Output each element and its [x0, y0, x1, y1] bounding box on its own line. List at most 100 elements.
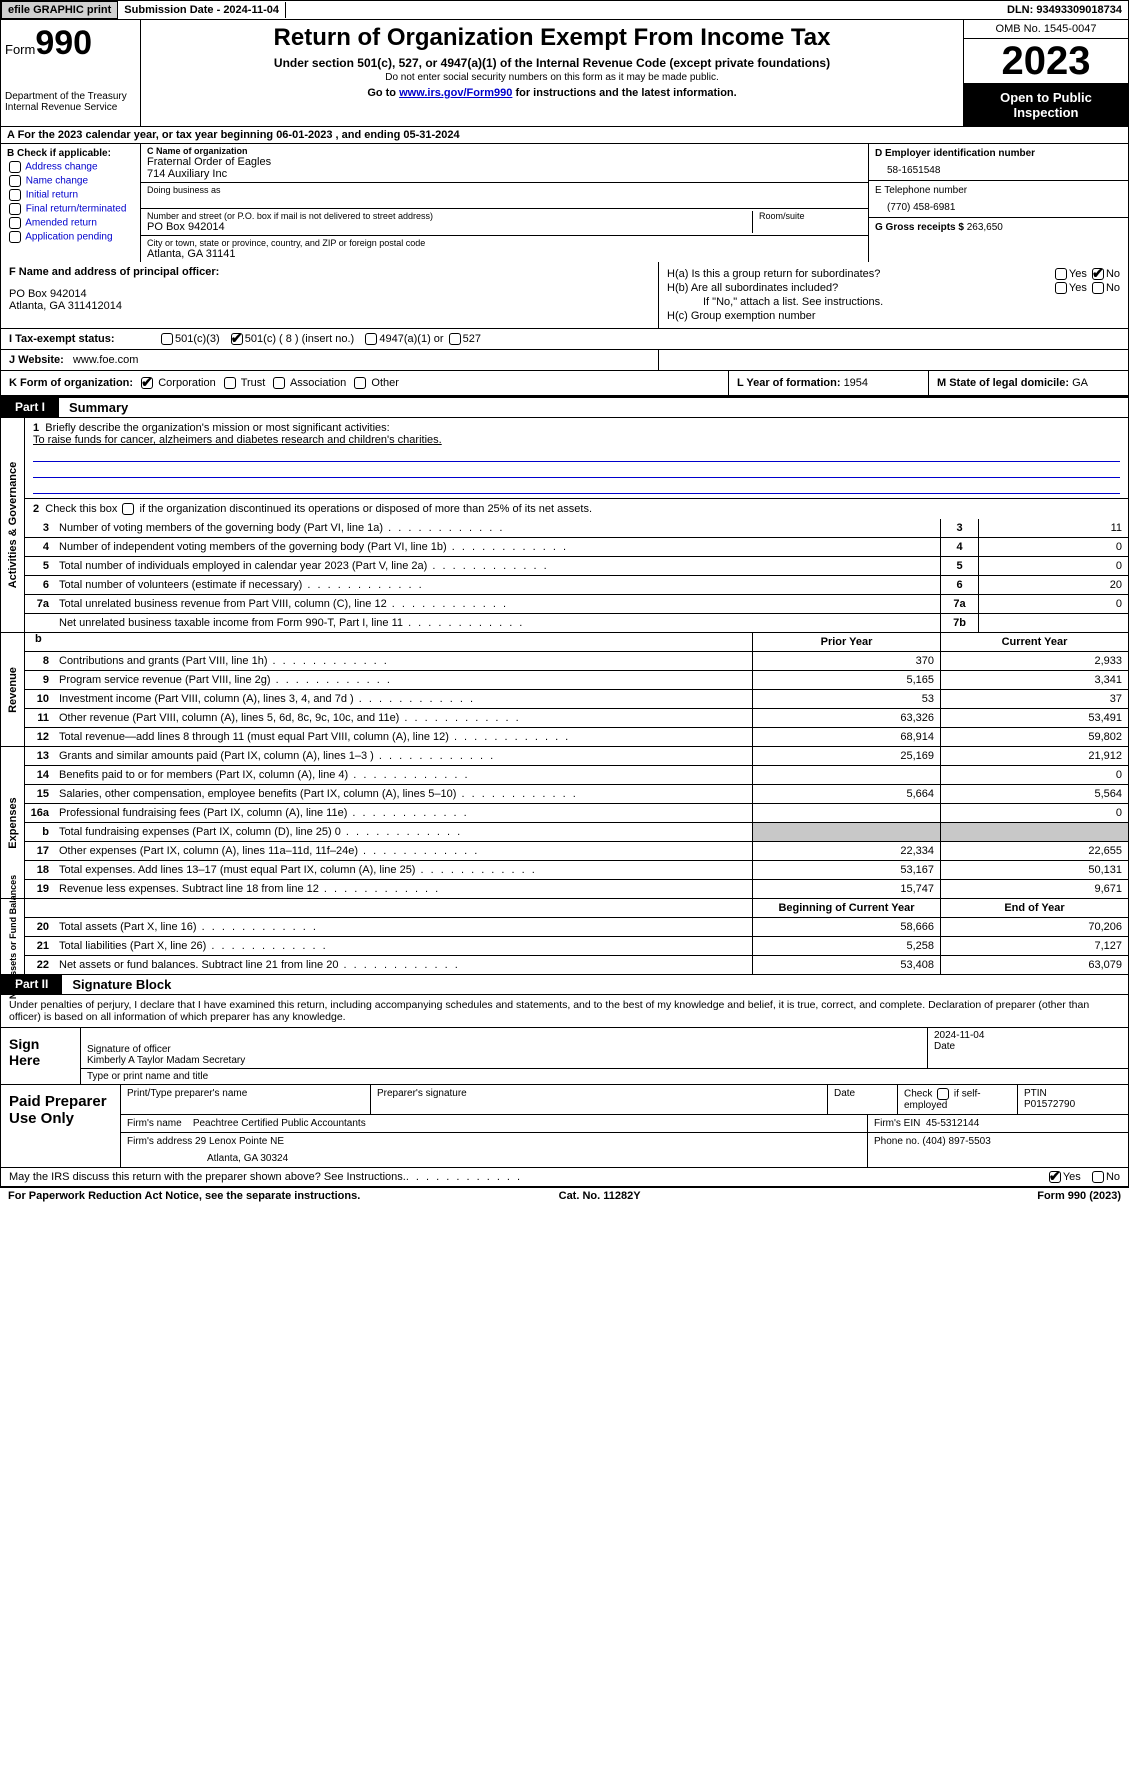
curr-val: 2,933: [940, 652, 1128, 670]
i-501c-checkbox[interactable]: [231, 333, 243, 345]
curr-val: 3,341: [940, 671, 1128, 689]
row-j: J Website: www.foe.com: [1, 350, 658, 370]
line2-checkbox[interactable]: [122, 503, 134, 515]
vside-rev-text: Revenue: [7, 667, 19, 713]
hb-note: If "No," attach a list. See instructions…: [667, 296, 1120, 308]
summary-exp: Expenses 13 Grants and similar amounts p…: [0, 747, 1129, 899]
prep-row-2: Firm's name Peachtree Certified Public A…: [121, 1115, 1128, 1133]
line-num: [25, 614, 55, 632]
i-501c3-checkbox[interactable]: [161, 333, 173, 345]
end-year-head: End of Year: [940, 899, 1128, 917]
data-row: 20 Total assets (Part X, line 16) 58,666…: [25, 918, 1128, 937]
self-employed-checkbox[interactable]: [937, 1088, 949, 1100]
cb-label-0: Address change: [25, 162, 97, 173]
line-text: Total fundraising expenses (Part IX, col…: [55, 823, 752, 841]
line-text: Total liabilities (Part X, line 26): [55, 937, 752, 955]
checkbox-address-change[interactable]: [9, 161, 21, 173]
data-row: 12 Total revenue—add lines 8 through 11 …: [25, 728, 1128, 746]
i-o3: 4947(a)(1) or: [379, 333, 443, 345]
goto-link[interactable]: www.irs.gov/Form990: [399, 87, 512, 99]
data-row: 18 Total expenses. Add lines 13–17 (must…: [25, 861, 1128, 880]
checkbox-app-pending[interactable]: [9, 231, 21, 243]
i-4947-checkbox[interactable]: [365, 333, 377, 345]
line-box: 4: [940, 538, 978, 556]
prep-h5: PTIN P01572790: [1018, 1085, 1128, 1114]
cb-label-1: Name change: [26, 176, 88, 187]
vside-ag-text: Activities & Governance: [7, 462, 19, 589]
k-trust-checkbox[interactable]: [224, 377, 236, 389]
l-val: 1954: [844, 377, 868, 389]
data-row: 22 Net assets or fund balances. Subtract…: [25, 956, 1128, 974]
vside-net-text: Net Assets or Fund Balances: [8, 875, 18, 999]
ptin-val: P01572790: [1024, 1099, 1122, 1110]
prior-val: [752, 823, 940, 841]
i-o2: 501(c) ( 8 ) (insert no.): [245, 333, 354, 345]
form-title: Return of Organization Exempt From Incom…: [149, 24, 955, 52]
col-d: D Employer identification number 58-1651…: [868, 144, 1128, 262]
hb-no-checkbox[interactable]: [1092, 282, 1104, 294]
hb-yes: Yes: [1069, 282, 1087, 294]
row-k: K Form of organization: Corporation Trus…: [1, 371, 728, 395]
line-num: 21: [25, 937, 55, 955]
k-corp-checkbox[interactable]: [141, 377, 153, 389]
checkbox-name-change[interactable]: [9, 175, 21, 187]
ha-yes: Yes: [1069, 268, 1087, 280]
line-num: 12: [25, 728, 55, 746]
f-line1: PO Box 942014: [9, 288, 650, 300]
discuss-yes-checkbox[interactable]: [1049, 1171, 1061, 1183]
k-assoc-checkbox[interactable]: [273, 377, 285, 389]
declaration: Under penalties of perjury, I declare th…: [0, 995, 1129, 1028]
sig-date-val: 2024-11-04: [934, 1030, 1122, 1041]
line-box: 5: [940, 557, 978, 575]
checkbox-initial-return[interactable]: [9, 189, 21, 201]
discuss-no-checkbox[interactable]: [1092, 1171, 1104, 1183]
ha-no: No: [1106, 268, 1120, 280]
efile-print-button[interactable]: efile GRAPHIC print: [1, 1, 118, 19]
ag-row: 6 Total number of volunteers (estimate i…: [25, 576, 1128, 595]
footer-left: For Paperwork Reduction Act Notice, see …: [8, 1190, 360, 1202]
k-label: K Form of organization:: [9, 377, 133, 389]
ha-no-checkbox[interactable]: [1092, 268, 1104, 280]
discuss-answers: Yes No: [1047, 1171, 1120, 1183]
firm-addr2: Atlanta, GA 30324: [127, 1147, 861, 1164]
f-label: F Name and address of principal officer:: [9, 266, 650, 278]
sig-date-label: Date: [934, 1041, 1122, 1052]
footer-right: Form 990 (2023): [1037, 1190, 1121, 1202]
vside-ag: Activities & Governance: [1, 418, 25, 632]
hb-yes-checkbox[interactable]: [1055, 282, 1067, 294]
checkbox-final-return[interactable]: [9, 203, 21, 215]
firm-ein-cell: Firm's EIN 45-5312144: [868, 1115, 1128, 1132]
line-box: 6: [940, 576, 978, 594]
part1-header: Part I Summary: [0, 396, 1129, 418]
k-o1: Corporation: [158, 377, 215, 389]
line-num: 20: [25, 918, 55, 936]
line-text: Other revenue (Part VIII, column (A), li…: [55, 709, 752, 727]
prior-val: 5,165: [752, 671, 940, 689]
prep-row-1: Print/Type preparer's name Preparer's si…: [121, 1085, 1128, 1115]
i-o4: 527: [463, 333, 481, 345]
ag-row: 4 Number of independent voting members o…: [25, 538, 1128, 557]
discuss-yes: Yes: [1063, 1171, 1081, 1183]
col-b: B Check if applicable: Address change Na…: [1, 144, 141, 262]
line-num: b: [25, 823, 55, 841]
line-num: 8: [25, 652, 55, 670]
dba-label: Doing business as: [147, 185, 862, 195]
i-527-checkbox[interactable]: [449, 333, 461, 345]
line-text: Other expenses (Part IX, column (A), lin…: [55, 842, 752, 860]
sig-type-label: Type or print name and title: [81, 1069, 1128, 1084]
addr-inner: Number and street (or P.O. box if mail i…: [147, 211, 752, 233]
discuss-dots: [406, 1171, 522, 1183]
k-other-checkbox[interactable]: [354, 377, 366, 389]
prep-h3: Date: [828, 1085, 898, 1114]
prior-year-head: Prior Year: [752, 633, 940, 651]
tax-year: 2023: [964, 39, 1128, 84]
line-text: Number of independent voting members of …: [55, 538, 940, 556]
firm-name-cell: Firm's name Peachtree Certified Public A…: [121, 1115, 868, 1132]
line1-mission: 1 Briefly describe the organization's mi…: [25, 418, 1128, 498]
gross-cell: G Gross receipts $ 263,650: [869, 218, 1128, 237]
ha-yes-checkbox[interactable]: [1055, 268, 1067, 280]
goto-prefix: Go to: [367, 87, 399, 99]
prior-val: 22,334: [752, 842, 940, 860]
checkbox-amended-return[interactable]: [9, 217, 21, 229]
sig-empty: [87, 1030, 921, 1044]
